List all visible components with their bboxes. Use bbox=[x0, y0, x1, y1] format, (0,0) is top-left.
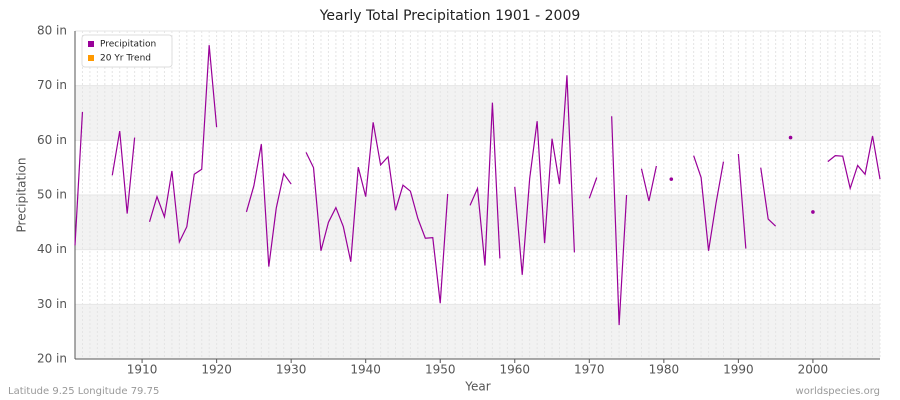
data-line bbox=[74, 111, 84, 246]
x-tick-label: 1970 bbox=[574, 363, 605, 377]
data-line bbox=[611, 116, 628, 326]
chart-title: Yearly Total Precipitation 1901 - 2009 bbox=[319, 8, 581, 24]
data-line bbox=[111, 130, 136, 214]
data-line bbox=[827, 135, 881, 191]
legend-swatch bbox=[88, 55, 94, 61]
x-tick-label: 1930 bbox=[276, 363, 307, 377]
x-axis-label: Year bbox=[464, 380, 490, 394]
data-line bbox=[148, 45, 218, 245]
footer-right: worldspecies.org bbox=[796, 386, 880, 397]
x-tick-label: 1910 bbox=[127, 363, 158, 377]
x-tick-label: 1960 bbox=[499, 363, 530, 377]
y-tick-label: 60 in bbox=[37, 133, 67, 147]
data-line bbox=[245, 144, 292, 267]
data-line bbox=[469, 102, 501, 266]
data-line bbox=[514, 75, 575, 275]
data-line bbox=[588, 177, 598, 199]
data-line bbox=[760, 167, 777, 227]
legend-label: 20 Yr Trend bbox=[100, 54, 151, 64]
x-tick-label: 1980 bbox=[649, 363, 680, 377]
footer-left: Latitude 9.25 Longitude 79.75 bbox=[8, 386, 159, 397]
legend-swatch bbox=[88, 41, 94, 47]
x-tick-label: 1950 bbox=[425, 363, 456, 377]
data-line bbox=[640, 165, 657, 202]
x-tick-label: 1940 bbox=[350, 363, 381, 377]
y-tick-label: 70 in bbox=[37, 78, 67, 92]
data-line bbox=[737, 153, 747, 249]
y-tick-label: 30 in bbox=[37, 297, 67, 311]
x-tick-label: 1920 bbox=[201, 363, 232, 377]
y-tick-label: 80 in bbox=[37, 24, 67, 38]
data-line bbox=[305, 122, 449, 304]
y-axis-label: Precipitation bbox=[15, 157, 29, 232]
legend-box bbox=[81, 34, 173, 68]
y-tick-label: 50 in bbox=[37, 188, 67, 202]
x-tick-label: 2000 bbox=[798, 363, 829, 377]
data-point bbox=[811, 210, 815, 214]
x-tick-label: 1990 bbox=[723, 363, 754, 377]
legend-label: Precipitation bbox=[100, 40, 156, 50]
data-point bbox=[788, 135, 793, 140]
y-tick-label: 40 in bbox=[37, 242, 67, 256]
data-point bbox=[669, 177, 674, 181]
data-line bbox=[693, 155, 725, 251]
legend: Precipitation 20 Yr Trend bbox=[81, 34, 173, 68]
y-tick-label: 20 in bbox=[37, 352, 67, 366]
